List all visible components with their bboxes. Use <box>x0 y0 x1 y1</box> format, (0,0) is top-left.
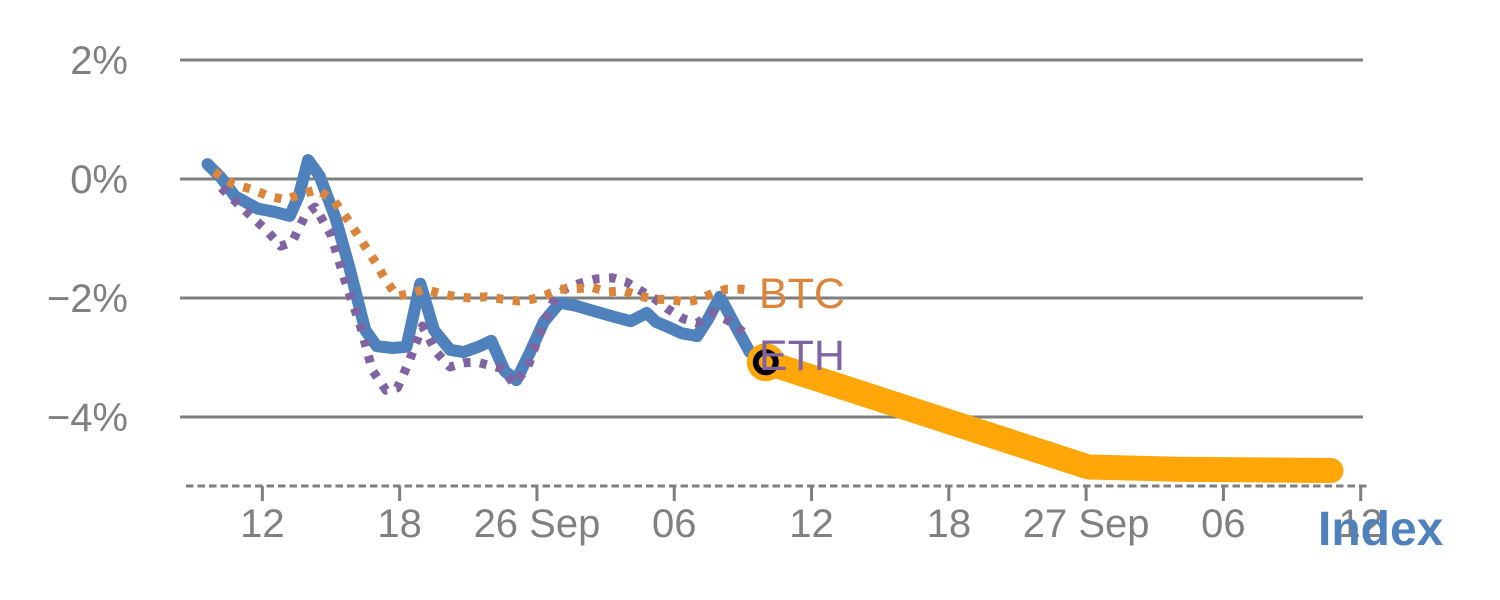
x-axis-group: 12 18 26 Sep 06 12 18 27 Sep 06 12 <box>186 484 1383 546</box>
series-lines-group <box>201 154 1344 483</box>
x-tick-label: 18 <box>927 502 972 546</box>
marker-dot <box>746 343 785 382</box>
y-tick-label: −2% <box>47 277 128 321</box>
gridlines-group <box>180 58 1363 419</box>
forecast-line <box>753 349 1344 483</box>
x-tick-label: 18 <box>377 502 422 546</box>
annotations-group: BTC ETH Index <box>759 270 1444 556</box>
x-tick-label: 06 <box>652 502 697 546</box>
x-tick-label: 12 <box>789 502 834 546</box>
x-tick-label: 12 <box>240 502 285 546</box>
btc-series-label: BTC <box>759 270 845 318</box>
x-axis-title-index: Index <box>1318 503 1444 556</box>
x-tick-label: 06 <box>1201 502 1246 546</box>
x-tick-label: 27 Sep <box>1023 502 1150 546</box>
y-tick-label: 0% <box>70 158 128 202</box>
y-axis-labels-group: 2% 0% −2% −4% <box>47 39 128 440</box>
index-line <box>201 154 772 387</box>
y-tick-label: −4% <box>47 396 128 440</box>
eth-line <box>218 184 746 395</box>
x-tick-label: 12 <box>1338 502 1383 546</box>
x-tick-label: 26 Sep <box>474 502 601 546</box>
y-tick-label: 2% <box>70 39 128 83</box>
current-point-marker <box>746 343 785 382</box>
btc-line <box>211 168 753 307</box>
marker-ring <box>752 349 779 376</box>
eth-series-label: ETH <box>759 332 845 380</box>
